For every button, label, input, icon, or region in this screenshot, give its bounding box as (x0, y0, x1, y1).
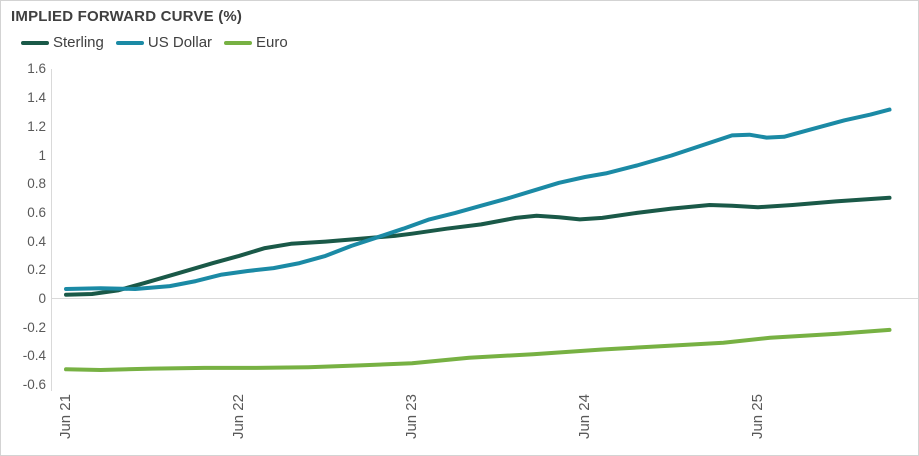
y-tick-label: -0.4 (22, 348, 46, 364)
y-tick-label: -0.2 (22, 319, 46, 335)
y-tick-label: 1.2 (27, 118, 46, 134)
x-tick-label: Jun 21 (57, 394, 74, 440)
legend-label: Sterling (53, 34, 104, 51)
y-tick-label: 1.6 (27, 61, 46, 77)
x-tick-label: Jun 23 (403, 394, 420, 440)
legend-item-sterling: Sterling (21, 34, 104, 51)
legend-line-swatch (115, 40, 144, 45)
y-tick-label: 0.4 (27, 233, 46, 249)
x-tick-label: Jun 22 (230, 394, 247, 440)
y-tick-label: 1 (38, 147, 46, 163)
legend-item-euro: Euro (224, 34, 288, 51)
chart-legend: Sterling US Dollar Euro (21, 34, 288, 51)
x-tick-label: Jun 25 (749, 394, 766, 440)
y-tick-label: 0.6 (27, 204, 46, 220)
y-tick-label: 0 (38, 291, 46, 306)
y-tick-label: 1.4 (27, 90, 46, 106)
series-line-euro (64, 327, 892, 372)
legend-label: Euro (256, 34, 288, 51)
y-tick-label: 0.2 (27, 262, 46, 278)
series-line-us-dollar (64, 107, 892, 291)
y-tick-label: -0.6 (22, 377, 46, 393)
series-line-sterling (64, 195, 892, 297)
legend-label: US Dollar (147, 34, 213, 51)
legend-item-us-dollar: US Dollar (115, 34, 213, 51)
y-tick-label: 0.8 (27, 176, 46, 192)
legend-line-swatch (21, 40, 49, 45)
legend-line-swatch (224, 40, 253, 45)
chart-title: IMPLIED FORWARD CURVE (%) (11, 8, 243, 25)
x-tick-label: Jun 24 (576, 394, 593, 440)
